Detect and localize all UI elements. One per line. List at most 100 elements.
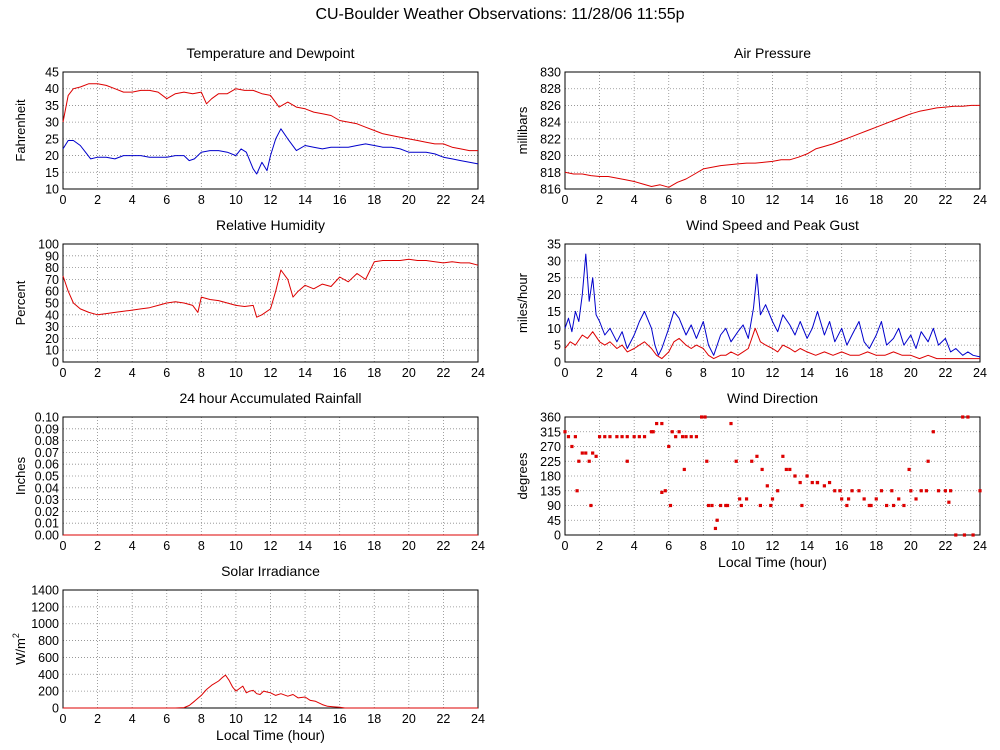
y-tick-label: 50 [45,297,59,311]
x-tick-label: 8 [198,539,205,553]
data-point [670,430,674,434]
y-tick-label: 15 [45,166,59,180]
data-point [577,459,581,463]
data-point [885,503,889,508]
x-tick-label: 16 [333,712,347,726]
data-point [850,489,854,493]
y-tick-label: 200 [38,685,59,699]
data-point [705,459,709,463]
data-point [750,459,754,463]
x-tick-label: 2 [94,539,101,553]
y-tick-label: 10 [45,183,59,197]
data-point [931,430,935,434]
data-point [603,435,607,439]
data-point [573,435,577,439]
series-line-0 [62,83,478,152]
data-point [625,459,629,463]
series-line-0 [62,258,479,318]
y-axis-label: miles/hour [515,272,530,333]
y-tick-label: 10 [45,344,59,358]
data-point [879,489,884,493]
x-tick-label: 6 [163,539,170,553]
x-tick-label: 12 [766,193,780,207]
plot-frame [62,589,479,709]
x-tick-label: 22 [436,366,450,380]
y-tick-label: 0.08 [35,434,59,448]
x-tick-label: 20 [402,366,416,380]
data-point [869,503,873,508]
data-point [822,484,826,488]
x-tick-label: 24 [471,712,485,726]
y-tick-label: 0.05 [35,470,59,484]
x-tick-label: 12 [264,539,278,553]
x-tick-label: 20 [402,712,416,726]
data-point [703,415,707,419]
data-point [784,467,788,472]
chart-title: Air Pressure [734,45,811,61]
data-point [744,497,749,501]
data-point [655,421,659,426]
data-point [713,526,718,531]
y-axis-label: millibars [515,106,530,154]
y-tick-label: 600 [38,651,59,665]
data-point [862,497,866,501]
series-line-0 [63,674,478,709]
data-point [649,430,654,434]
data-point [668,503,673,508]
data-point [706,503,711,508]
x-tick-label: 6 [665,366,672,380]
data-point [700,415,704,419]
y-tick-label: 40 [45,308,59,322]
data-point [810,480,814,485]
plot-frame [62,243,479,363]
y-tick-label: 830 [540,66,561,80]
data-point [961,415,965,419]
chart-title: Wind Speed and Peak Gust [686,217,859,233]
x-tick-label: 2 [94,193,101,207]
y-tick-label: 0 [52,702,59,716]
data-point [682,467,686,472]
x-tick-label: 22 [938,366,952,380]
x-tick-label: 24 [471,193,485,207]
x-tick-label: 0 [562,539,569,553]
x-tick-label: 4 [631,193,638,207]
x-tick-label: 16 [333,539,347,553]
x-tick-label: 4 [631,539,638,553]
data-point [680,435,685,439]
data-point [734,459,738,463]
y-tick-label: 1400 [31,584,59,598]
y-tick-label: 90 [547,499,561,513]
x-tick-label: 6 [163,712,170,726]
x-tick-label: 20 [904,366,918,380]
data-point [651,430,655,434]
x-tick-label: 0 [60,539,67,553]
y-tick-label: 45 [45,66,59,80]
y-tick-label: 25 [45,132,59,146]
data-point [674,435,678,439]
data-point [715,518,719,522]
data-point [755,454,759,458]
y-axis-label-superscript: 2 [11,633,21,638]
x-tick-label: 14 [800,539,814,553]
x-tick-label: 10 [731,539,745,553]
data-point [608,435,612,439]
x-tick-label: 8 [198,712,205,726]
x-tick-label: 10 [229,712,243,726]
data-point [769,503,773,508]
y-tick-label: 0.02 [35,505,59,519]
data-point [846,497,851,501]
x-axis-label: Local Time (hour) [216,727,325,743]
data-point [936,489,941,493]
chart-title: 24 hour Accumulated Rainfall [179,390,361,406]
y-tick-label: 826 [540,99,561,113]
x-tick-label: 10 [731,366,745,380]
data-point [788,467,792,472]
y-tick-label: 270 [540,440,561,454]
y-tick-label: 30 [547,254,561,268]
data-point [926,459,930,463]
x-tick-label: 12 [766,539,780,553]
chart-title: Relative Humidity [216,217,325,233]
data-point [781,454,785,458]
y-tick-label: 0.07 [35,446,59,460]
data-point [924,489,928,493]
